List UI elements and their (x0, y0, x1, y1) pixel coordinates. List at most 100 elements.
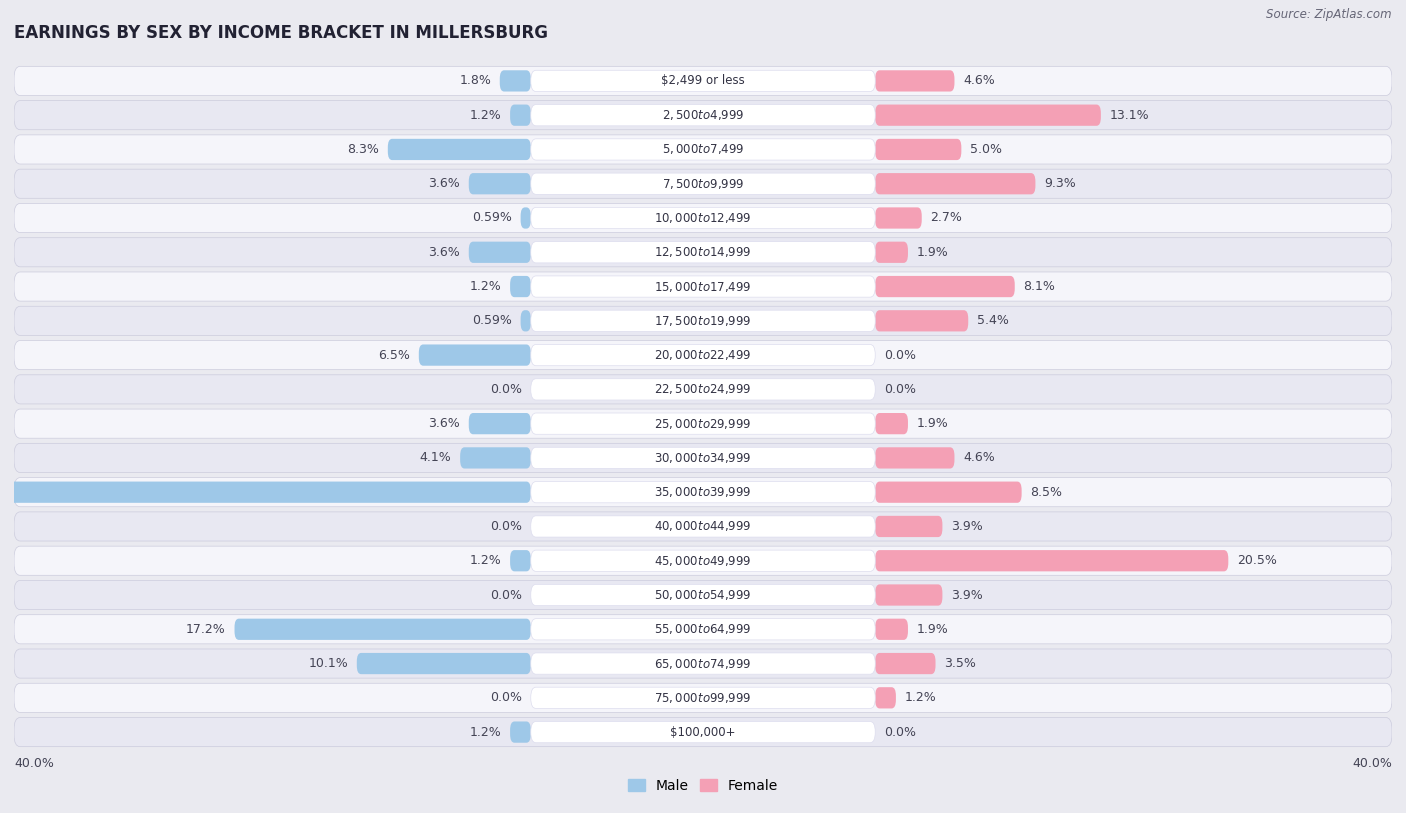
Text: $30,000 to $34,999: $30,000 to $34,999 (654, 451, 752, 465)
FancyBboxPatch shape (875, 550, 1229, 572)
Text: $12,500 to $14,999: $12,500 to $14,999 (654, 246, 752, 259)
Text: 3.6%: 3.6% (429, 417, 460, 430)
FancyBboxPatch shape (875, 481, 1022, 502)
FancyBboxPatch shape (531, 276, 875, 298)
FancyBboxPatch shape (531, 70, 875, 92)
FancyBboxPatch shape (14, 580, 1392, 610)
Text: Source: ZipAtlas.com: Source: ZipAtlas.com (1267, 8, 1392, 21)
Text: 0.0%: 0.0% (491, 383, 522, 396)
FancyBboxPatch shape (531, 550, 875, 572)
FancyBboxPatch shape (510, 550, 531, 572)
FancyBboxPatch shape (875, 413, 908, 434)
FancyBboxPatch shape (510, 105, 531, 126)
Text: 3.6%: 3.6% (429, 177, 460, 190)
Text: 1.9%: 1.9% (917, 623, 948, 636)
Text: 0.59%: 0.59% (472, 211, 512, 224)
FancyBboxPatch shape (875, 619, 908, 640)
FancyBboxPatch shape (510, 276, 531, 298)
FancyBboxPatch shape (875, 515, 942, 537)
Text: 1.2%: 1.2% (470, 725, 502, 738)
Text: $45,000 to $49,999: $45,000 to $49,999 (654, 554, 752, 567)
Text: $2,499 or less: $2,499 or less (661, 75, 745, 88)
Text: $25,000 to $29,999: $25,000 to $29,999 (654, 416, 752, 431)
Text: 4.6%: 4.6% (963, 75, 995, 88)
FancyBboxPatch shape (14, 203, 1392, 233)
Text: $40,000 to $44,999: $40,000 to $44,999 (654, 520, 752, 533)
FancyBboxPatch shape (875, 241, 908, 263)
FancyBboxPatch shape (531, 721, 875, 743)
FancyBboxPatch shape (531, 687, 875, 708)
FancyBboxPatch shape (531, 173, 875, 194)
FancyBboxPatch shape (531, 105, 875, 126)
FancyBboxPatch shape (14, 718, 1392, 746)
Text: EARNINGS BY SEX BY INCOME BRACKET IN MILLERSBURG: EARNINGS BY SEX BY INCOME BRACKET IN MIL… (14, 24, 548, 42)
FancyBboxPatch shape (419, 345, 531, 366)
FancyBboxPatch shape (875, 139, 962, 160)
FancyBboxPatch shape (14, 375, 1392, 404)
Text: 6.5%: 6.5% (378, 349, 411, 362)
FancyBboxPatch shape (875, 70, 955, 92)
Text: 8.3%: 8.3% (347, 143, 380, 156)
FancyBboxPatch shape (531, 379, 875, 400)
FancyBboxPatch shape (14, 67, 1392, 95)
FancyBboxPatch shape (875, 276, 1015, 298)
Text: 1.9%: 1.9% (917, 417, 948, 430)
Text: 0.0%: 0.0% (491, 520, 522, 533)
FancyBboxPatch shape (14, 615, 1392, 644)
FancyBboxPatch shape (14, 341, 1392, 370)
Text: $75,000 to $99,999: $75,000 to $99,999 (654, 691, 752, 705)
Text: $17,500 to $19,999: $17,500 to $19,999 (654, 314, 752, 328)
Text: 3.9%: 3.9% (950, 520, 983, 533)
FancyBboxPatch shape (14, 237, 1392, 267)
Text: 0.0%: 0.0% (491, 691, 522, 704)
Text: $15,000 to $17,499: $15,000 to $17,499 (654, 280, 752, 293)
Text: $5,000 to $7,499: $5,000 to $7,499 (662, 142, 744, 156)
FancyBboxPatch shape (14, 477, 1392, 506)
Text: 20.5%: 20.5% (1237, 554, 1277, 567)
FancyBboxPatch shape (531, 413, 875, 434)
Text: $22,500 to $24,999: $22,500 to $24,999 (654, 382, 752, 397)
FancyBboxPatch shape (14, 409, 1392, 438)
FancyBboxPatch shape (14, 443, 1392, 472)
Text: 0.0%: 0.0% (491, 589, 522, 602)
FancyBboxPatch shape (531, 207, 875, 228)
FancyBboxPatch shape (531, 447, 875, 468)
Text: 8.5%: 8.5% (1031, 485, 1063, 498)
Text: 5.4%: 5.4% (977, 315, 1008, 328)
FancyBboxPatch shape (357, 653, 531, 674)
Text: 3.5%: 3.5% (945, 657, 976, 670)
Text: 4.6%: 4.6% (963, 451, 995, 464)
FancyBboxPatch shape (875, 585, 942, 606)
Text: 1.2%: 1.2% (470, 280, 502, 293)
FancyBboxPatch shape (520, 311, 531, 332)
Text: $2,500 to $4,999: $2,500 to $4,999 (662, 108, 744, 122)
Text: 13.1%: 13.1% (1109, 109, 1149, 122)
Legend: Male, Female: Male, Female (623, 773, 783, 798)
Text: 0.0%: 0.0% (884, 349, 915, 362)
FancyBboxPatch shape (14, 649, 1392, 678)
FancyBboxPatch shape (531, 139, 875, 160)
FancyBboxPatch shape (468, 241, 531, 263)
FancyBboxPatch shape (531, 481, 875, 502)
FancyBboxPatch shape (388, 139, 531, 160)
Text: $65,000 to $74,999: $65,000 to $74,999 (654, 657, 752, 671)
Text: $50,000 to $54,999: $50,000 to $54,999 (654, 588, 752, 602)
Text: 10.1%: 10.1% (308, 657, 349, 670)
Text: $7,500 to $9,999: $7,500 to $9,999 (662, 176, 744, 191)
Text: $10,000 to $12,499: $10,000 to $12,499 (654, 211, 752, 225)
Text: 1.2%: 1.2% (470, 554, 502, 567)
FancyBboxPatch shape (14, 135, 1392, 164)
FancyBboxPatch shape (468, 413, 531, 434)
Text: 8.1%: 8.1% (1024, 280, 1056, 293)
FancyBboxPatch shape (14, 169, 1392, 198)
Text: 3.6%: 3.6% (429, 246, 460, 259)
FancyBboxPatch shape (499, 70, 531, 92)
FancyBboxPatch shape (14, 101, 1392, 130)
FancyBboxPatch shape (14, 272, 1392, 301)
FancyBboxPatch shape (875, 311, 969, 332)
FancyBboxPatch shape (14, 512, 1392, 541)
FancyBboxPatch shape (510, 721, 531, 743)
FancyBboxPatch shape (14, 683, 1392, 712)
Text: 9.3%: 9.3% (1045, 177, 1076, 190)
FancyBboxPatch shape (531, 515, 875, 537)
